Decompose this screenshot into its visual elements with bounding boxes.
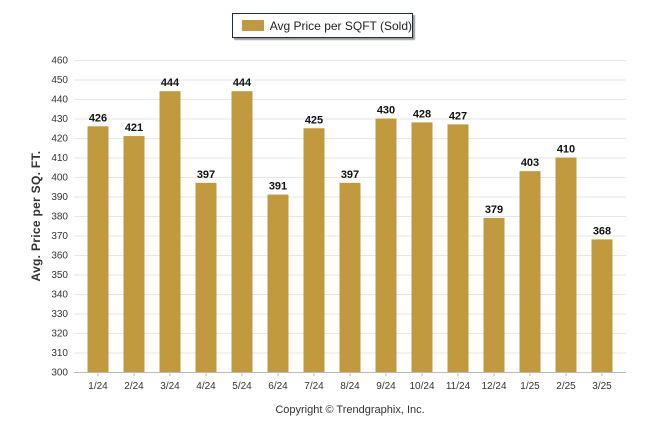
data-label: 410 xyxy=(557,144,575,156)
x-tick-label: 9/24 xyxy=(376,381,396,392)
y-tick-label: 300 xyxy=(51,368,68,379)
y-tick-label: 430 xyxy=(51,114,68,125)
x-tick-label: 11/24 xyxy=(446,381,471,392)
x-tick-label: 8/24 xyxy=(340,381,360,392)
bar-1-24 xyxy=(87,126,109,372)
bar-12-24 xyxy=(483,217,505,372)
y-tick-label: 330 xyxy=(51,309,68,320)
bar-3-25 xyxy=(591,239,613,372)
data-label: 421 xyxy=(125,122,143,134)
x-tick-label: 6/24 xyxy=(268,381,288,392)
y-axis-title: Avg. Price per SQ. FT. xyxy=(29,151,43,282)
data-label: 444 xyxy=(233,77,252,89)
data-label: 368 xyxy=(593,225,611,237)
y-tick-label: 400 xyxy=(51,173,68,184)
data-label: 379 xyxy=(485,204,503,216)
bar-11-24 xyxy=(447,124,469,372)
bars xyxy=(87,91,613,373)
data-label: 391 xyxy=(269,181,287,193)
y-tick-label: 450 xyxy=(51,75,68,86)
y-tick-label: 390 xyxy=(51,192,68,203)
x-tick-label: 3/24 xyxy=(160,381,180,392)
data-label: 444 xyxy=(161,77,180,89)
data-label: 397 xyxy=(197,169,215,181)
copyright-text: Copyright © Trendgraphix, Inc. xyxy=(275,404,424,416)
data-label: 427 xyxy=(449,110,467,122)
x-tick-label: 10/24 xyxy=(409,381,434,392)
bar-7-24 xyxy=(303,128,325,372)
data-label: 426 xyxy=(89,112,107,124)
x-tick-label: 3/25 xyxy=(592,381,612,392)
bar-5-24 xyxy=(231,91,253,372)
legend-swatch xyxy=(242,20,264,31)
y-tick-label: 420 xyxy=(51,134,68,145)
x-tick-label: 5/24 xyxy=(232,381,252,392)
x-tick-label: 2/25 xyxy=(556,381,576,392)
chart-legend: Avg Price per SQFT (Sold) xyxy=(232,13,413,38)
y-tick-label: 310 xyxy=(51,348,68,359)
data-label: 397 xyxy=(341,169,359,181)
bar-2-24 xyxy=(123,136,145,372)
bar-4-24 xyxy=(195,182,217,372)
x-tick-label: 7/24 xyxy=(304,381,324,392)
y-tick-label: 340 xyxy=(51,290,68,301)
bar-10-24 xyxy=(411,122,433,373)
x-tick-label: 2/24 xyxy=(124,381,144,392)
bar-3-24 xyxy=(159,91,181,372)
x-tick-label: 12/24 xyxy=(481,381,506,392)
y-tick-label: 320 xyxy=(51,329,68,340)
bar-6-24 xyxy=(267,194,289,372)
bar-2-25 xyxy=(555,157,577,372)
x-tick-label: 4/24 xyxy=(196,381,216,392)
data-label: 425 xyxy=(305,114,323,126)
bar-8-24 xyxy=(339,182,361,372)
y-tick-label: 410 xyxy=(51,153,68,164)
y-axis-ticks: 300 310 320 330 340 350 360 370 380 390 400 410 420 4… xyxy=(51,56,68,379)
legend-label: Avg Price per SQFT (Sold) xyxy=(269,18,412,33)
bar-9-24 xyxy=(375,118,397,372)
x-tick-label: 1/25 xyxy=(520,381,540,392)
y-tick-label: 370 xyxy=(51,231,68,242)
x-tick-label: 1/24 xyxy=(88,381,108,392)
y-tick-label: 360 xyxy=(51,251,68,262)
bar-1-25 xyxy=(519,171,541,372)
data-labels: 426 421 444 397 444 391 425 397 430 428 427 379 403 4… xyxy=(89,77,611,237)
y-tick-label: 440 xyxy=(51,95,68,106)
x-axis-ticks: 1/24 2/24 3/24 4/24 5/24 6/24 7/24 8/24 9/24 10/2… xyxy=(88,372,612,392)
data-label: 403 xyxy=(521,157,539,169)
y-tick-label: 460 xyxy=(51,56,68,67)
y-tick-label: 350 xyxy=(51,270,68,281)
data-label: 428 xyxy=(413,108,431,120)
y-tick-label: 380 xyxy=(51,212,68,223)
data-label: 430 xyxy=(377,105,395,117)
